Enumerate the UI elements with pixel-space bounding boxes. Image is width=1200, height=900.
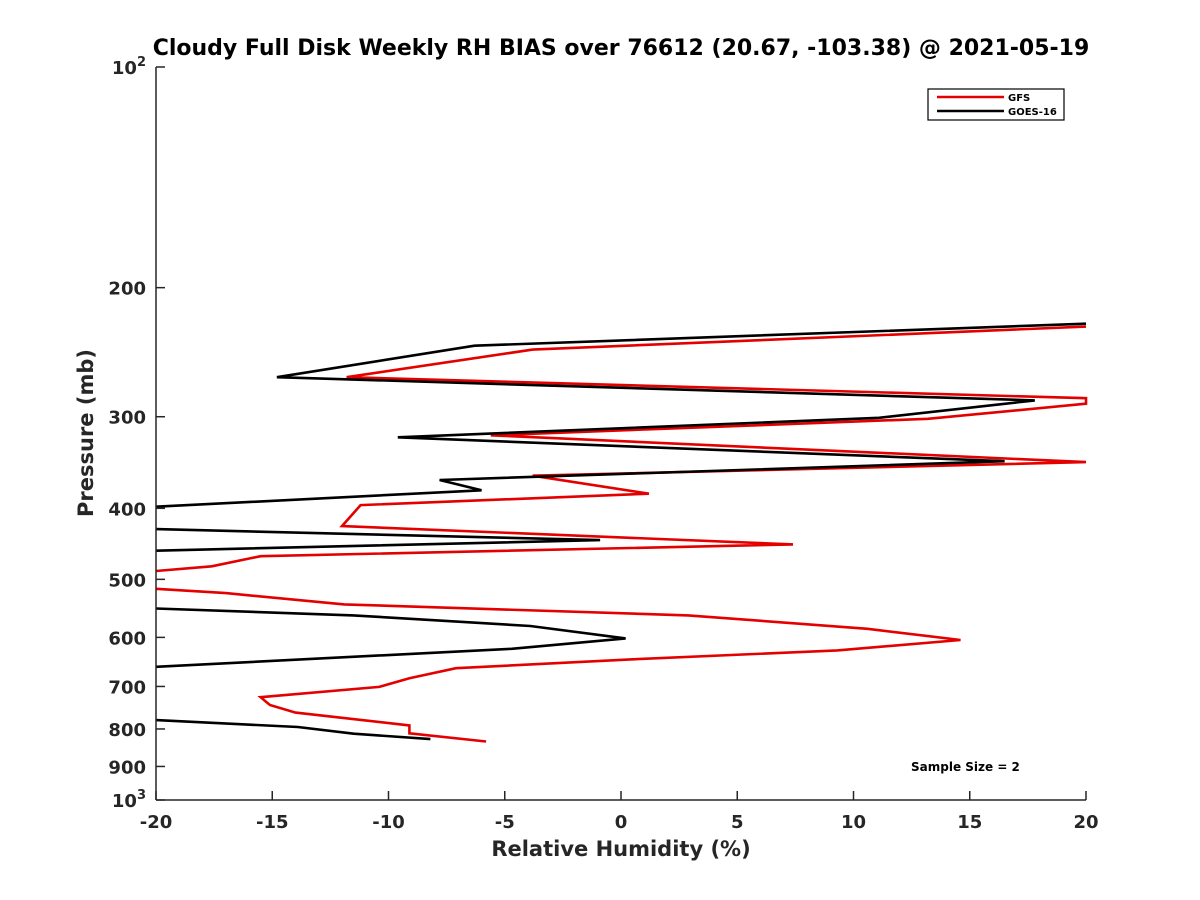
y-tick-label: 800: [108, 720, 146, 741]
x-tick-label: -20: [140, 812, 173, 833]
x-tick-layer: -20 -15 -10 -5 0 5 10 15 20: [140, 791, 1099, 833]
series-line-goes-16-2: [155, 322, 1087, 508]
y-tick-label: 300: [108, 408, 146, 429]
y-tick-label: 200: [108, 279, 146, 300]
y-tick-label: 400: [108, 499, 146, 520]
sample-size-annotation: Sample Size = 2: [911, 760, 1020, 774]
x-axis-title: Relative Humidity (%): [491, 837, 750, 861]
chart-title: Cloudy Full Disk Weekly RH BIAS over 766…: [153, 36, 1090, 61]
y-axis-title: Pressure (mb): [74, 349, 98, 517]
y-tick-label: 700: [108, 677, 146, 698]
y-limit-exponent: 2: [137, 55, 146, 70]
legend-label-gfs: GFS: [1008, 93, 1030, 104]
y-tick-label: 600: [108, 628, 146, 649]
x-tick-label: 15: [957, 812, 982, 833]
y-tick-label: 900: [108, 757, 146, 778]
x-tick-label: 0: [615, 812, 628, 833]
series-line-goes-16-4: [155, 607, 626, 669]
series-line-goes-16-5: [155, 718, 431, 741]
x-tick-label: -15: [256, 812, 289, 833]
x-tick-label: 20: [1073, 812, 1098, 833]
series-layer: [155, 322, 1088, 743]
legend-box: [927, 88, 1065, 121]
y-limit-label: 103: [112, 788, 146, 812]
y-tick-label: 500: [108, 570, 146, 591]
x-tick-label: 5: [731, 812, 744, 833]
series-line-gfs-1: [155, 587, 961, 743]
y-limit-exponent: 3: [137, 788, 146, 803]
legend-label-goes16: GOES-16: [1008, 107, 1057, 118]
series-line-goes-16-3: [155, 527, 601, 552]
x-tick-label: -5: [495, 812, 515, 833]
legend: GFS GOES-16: [927, 88, 1065, 121]
x-tick-label: -10: [372, 812, 405, 833]
x-tick-label: 10: [841, 812, 866, 833]
